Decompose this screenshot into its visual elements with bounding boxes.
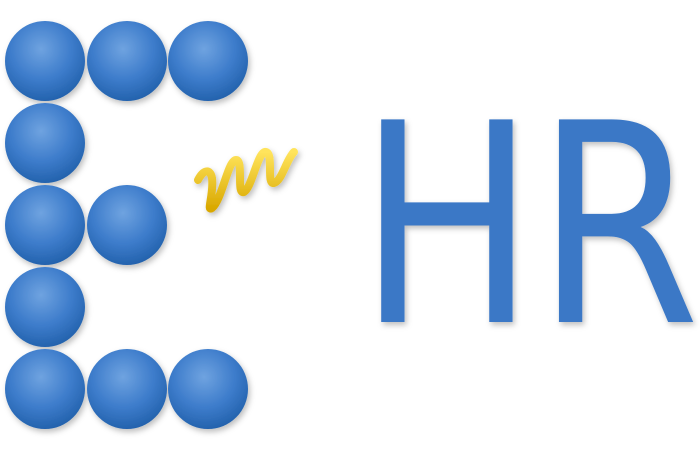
ball [168, 349, 248, 429]
ball [5, 103, 85, 183]
ball [87, 349, 167, 429]
ball [87, 21, 167, 101]
ball [168, 21, 248, 101]
ball [87, 185, 167, 265]
squiggle [194, 148, 298, 213]
ball [5, 185, 85, 265]
ball [5, 21, 85, 101]
ball [5, 267, 85, 347]
ball [5, 349, 85, 429]
logo-text: HR [358, 64, 700, 388]
letter-e-balls [5, 21, 248, 429]
